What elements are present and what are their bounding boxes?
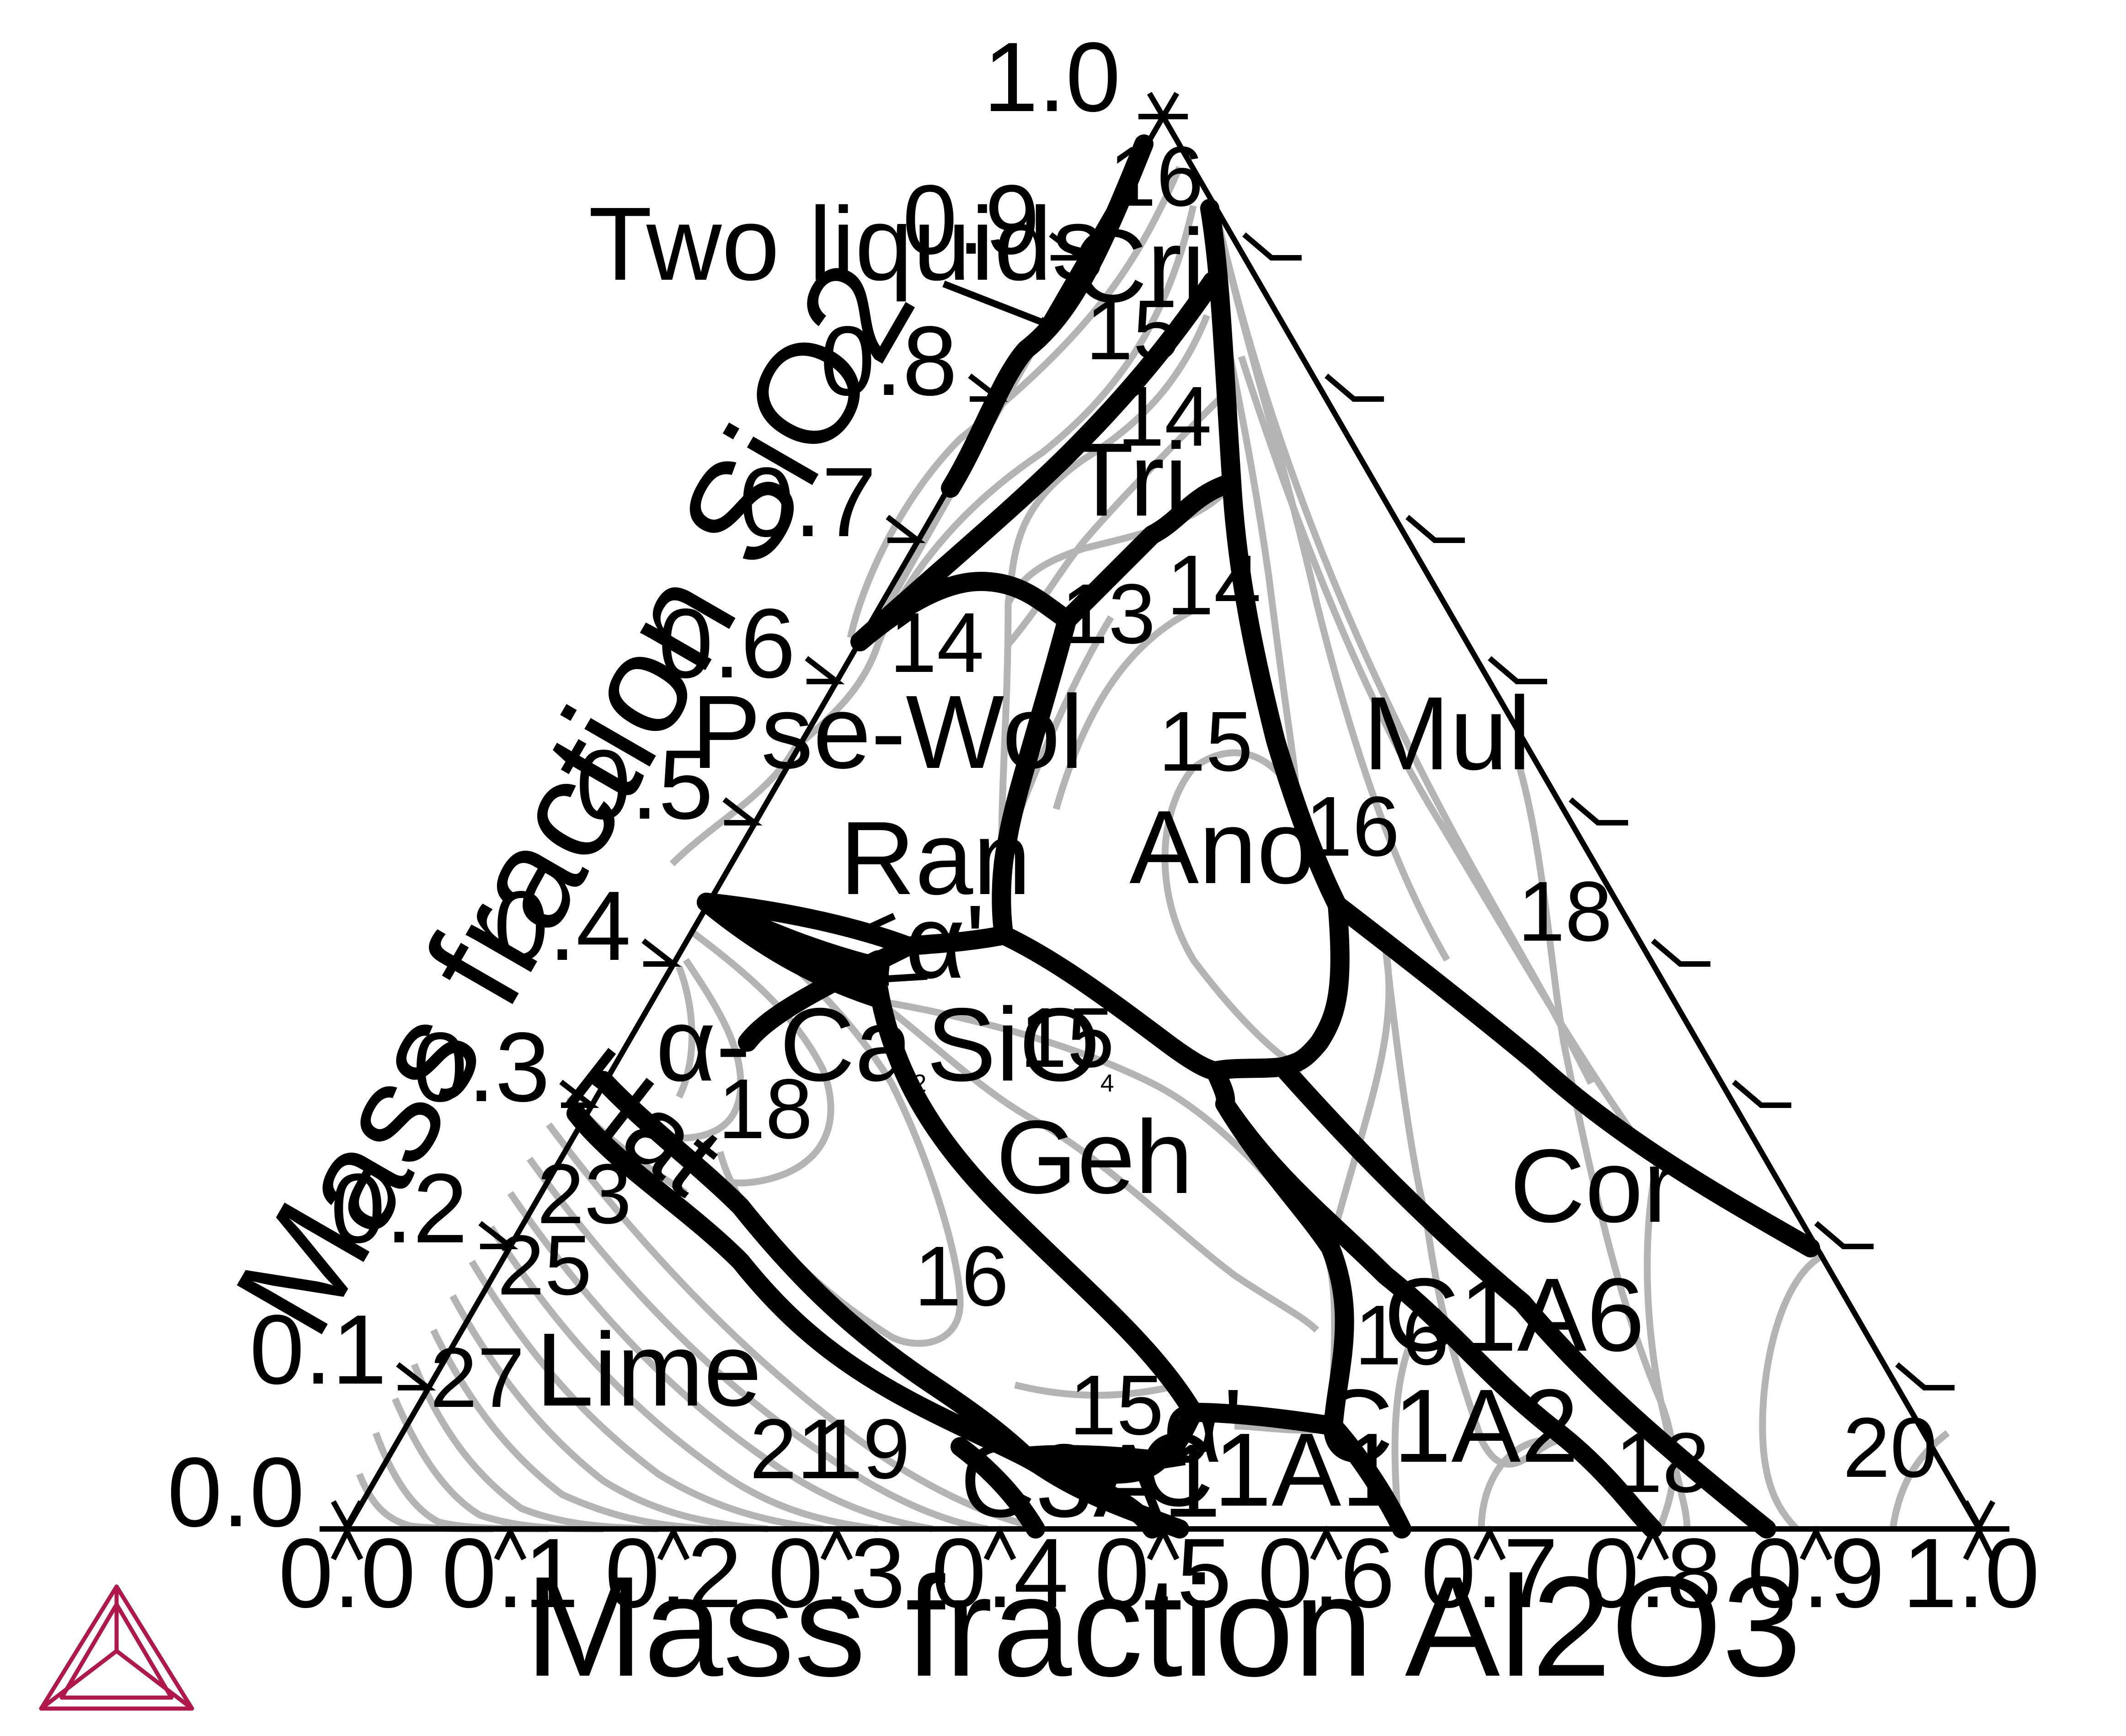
x-tick-label: 0.7 xyxy=(1421,1518,1558,1628)
phase-label-c1a6: C1A6 xyxy=(1384,1257,1645,1373)
y-tick-label: 0.2 xyxy=(331,1153,468,1263)
isotherm-label: 27 xyxy=(430,1331,525,1425)
left-tick-labels: 0.0 0.1 0.2 0.3 0.4 0.5 0.6 0.7 0.8 0.9 … xyxy=(167,21,1121,1547)
y-tick-label: 0.4 xyxy=(494,870,631,981)
isotherm-label: 15 xyxy=(1159,694,1253,789)
isotherm-label: 16 xyxy=(914,1229,1009,1324)
phase-label-cor: Cor xyxy=(1510,1128,1677,1244)
y-tick-label: 0.8 xyxy=(820,305,957,416)
isotherm-label: 18 xyxy=(718,1062,813,1156)
phase-label-c1a1: C1A1 xyxy=(1138,1412,1399,1528)
left-axis-ticks xyxy=(320,91,1188,1532)
phase-label-tri: Tri xyxy=(1070,422,1187,538)
isotherm-label: 18 xyxy=(1518,864,1613,959)
isotherm-label: 16 xyxy=(1109,129,1204,224)
bottom-axis-ticks xyxy=(331,1500,1996,1560)
phase-label-ran: Ran xyxy=(840,800,1031,916)
y-tick-label: 0.3 xyxy=(413,1012,550,1122)
phase-label-c1a2: C1A2 xyxy=(1318,1368,1579,1484)
y-tick-label: 0.6 xyxy=(658,588,796,698)
isotherm-label: 16 xyxy=(1355,1288,1449,1383)
x-tick-label: 0.0 xyxy=(278,1518,416,1628)
x-tick-label: 1.0 xyxy=(1902,1518,2040,1628)
isotherm-label: 15 xyxy=(1069,1358,1164,1453)
x-tick-label: 0.6 xyxy=(1258,1518,1395,1628)
isotherm-label: 14 xyxy=(1167,538,1261,633)
phase-label-geh: Geh xyxy=(996,1099,1193,1215)
isotherm-labels: 16 15 14 13 14 14 15 16 18 15 18 23 25 2… xyxy=(430,129,1938,1510)
isotherm-label: 23 xyxy=(537,1147,632,1241)
phase-label-alpha-ca2sio4: α- Ca2SiO4 xyxy=(656,987,1114,1103)
isotherm-label: 18 xyxy=(1615,1416,1710,1510)
phase-label-c3a1: C3A1 xyxy=(960,1423,1221,1539)
phase-label-mul: Mul xyxy=(1363,676,1531,792)
isotherm-label: 15 xyxy=(1086,283,1181,378)
x-axis-title: Mass fraction Al2O3 xyxy=(525,1547,1801,1706)
thermo-calc-triangle-logo-icon xyxy=(39,1584,194,1711)
label-pointers xyxy=(850,281,1186,1477)
y-tick-label: 0.0 xyxy=(167,1437,304,1547)
isotherm-label: 21 xyxy=(750,1402,844,1496)
phase-label-lime: Lime xyxy=(536,1312,762,1428)
isotherm-label: 25 xyxy=(497,1218,592,1313)
x-tick-label: 0.3 xyxy=(768,1518,905,1628)
x-tick-label: 0.5 xyxy=(1095,1518,1232,1628)
y-tick-label: 0.5 xyxy=(576,729,713,840)
bottom-tick-labels: 0.0 0.1 0.2 0.3 0.4 0.5 0.6 0.7 0.8 0.9 … xyxy=(278,1518,2040,1628)
right-axis-ticks xyxy=(1242,232,1955,1390)
isotherm-label: 13 xyxy=(1061,567,1156,661)
y-tick-label: 0.7 xyxy=(739,447,876,557)
y-tick-label: 0.1 xyxy=(250,1294,387,1405)
phase-labels: Two liquids Cri Tri Pse-Wol Ran α' α- Ca… xyxy=(536,186,1678,1539)
phase-boundaries xyxy=(566,134,1820,1539)
x-tick-label: 0.1 xyxy=(442,1518,579,1628)
x-tick-label: 0.9 xyxy=(1747,1518,1885,1628)
phase-label-pse-wol: Pse-Wol xyxy=(691,674,1083,790)
isotherm-label: 14 xyxy=(890,596,984,690)
phase-label-cri: Cri xyxy=(1072,208,1205,324)
x-tick-label: 0.4 xyxy=(931,1518,1068,1628)
isotherm-label: 19 xyxy=(816,1402,910,1496)
isotherm-label: 20 xyxy=(1843,1401,1938,1495)
isotherm-label: 16 xyxy=(1305,779,1400,874)
phase-label-ano: Ano xyxy=(1129,789,1315,905)
x-tick-label: 0.8 xyxy=(1584,1518,1721,1628)
x-tick-label: 0.2 xyxy=(605,1518,742,1628)
phase-label-two-liquids: Two liquids xyxy=(588,186,1104,302)
isotherm-label: 15 xyxy=(1020,990,1115,1085)
isotherm-label: 14 xyxy=(1117,369,1212,464)
phase-label-alpha-prime-top: α' xyxy=(905,884,985,1000)
y-tick-label: 1.0 xyxy=(983,21,1121,132)
y-tick-label: 0.9 xyxy=(903,164,1040,275)
